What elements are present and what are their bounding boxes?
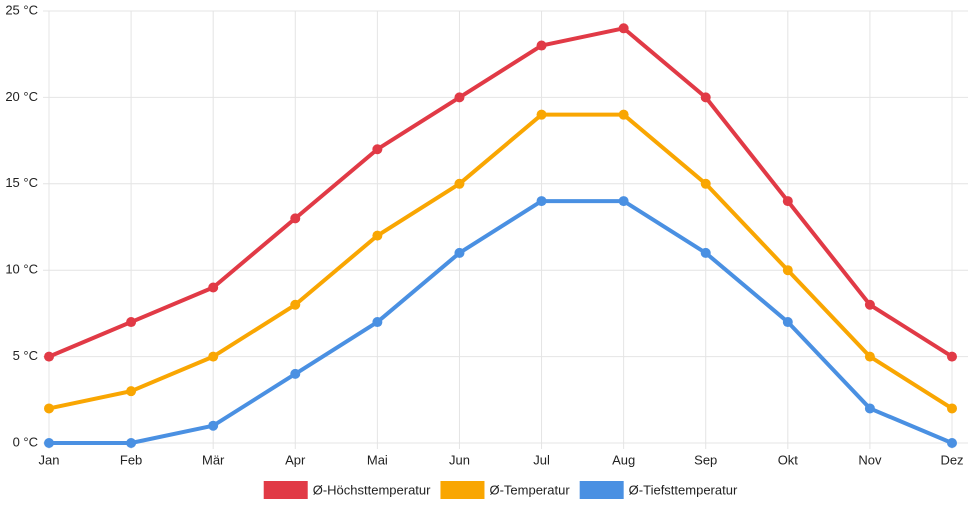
point [618,109,629,120]
point [782,317,793,328]
point [864,351,875,362]
point [290,213,301,224]
point [700,92,711,103]
y-tick-label: 25 °C [5,2,38,17]
point [126,317,137,328]
point [208,420,219,431]
x-tick-label: Feb [120,452,142,467]
point [290,299,301,310]
point [700,178,711,189]
legend-label: Ø-Tiefsttemperatur [629,482,738,497]
x-tick-label: Mär [202,452,225,467]
point [864,403,875,414]
x-tick-label: Jul [533,452,550,467]
y-tick-label: 5 °C [13,348,38,363]
point [290,368,301,379]
y-tick-label: 10 °C [5,262,38,277]
point [372,230,383,241]
legend-label: Ø-Höchsttemperatur [313,482,431,497]
point [208,351,219,362]
x-tick-label: Jan [39,452,60,467]
legend-label: Ø-Temperatur [489,482,570,497]
point [618,196,629,207]
x-tick-label: Mai [367,452,388,467]
point [208,282,219,293]
legend-swatch [263,481,308,499]
point [536,40,547,51]
y-tick-label: 15 °C [5,175,38,190]
point [782,265,793,276]
point [44,351,54,362]
point [126,386,137,397]
point [536,196,547,207]
x-tick-label: Okt [778,452,799,467]
point [454,92,465,103]
series-line [48,112,954,411]
point [618,23,629,34]
point [536,109,547,120]
legend: Ø-Höchsttemperatur Ø-Temperatur Ø-Tiefstte… [263,481,738,499]
x-tick-label: Dez [940,452,963,467]
x-tick-label: Sep [694,452,717,467]
point [700,247,711,258]
legend-swatch [579,481,624,499]
x-tick-label: Nov [858,452,882,467]
x-tick-label: Apr [285,452,306,467]
series-line [49,199,953,445]
point [44,438,54,448]
point [947,351,957,362]
x-tick-label: Jun [449,452,470,467]
point [454,247,465,258]
point [372,317,383,328]
legend-swatch [440,481,485,499]
point [782,196,793,207]
x-tick-label: Aug [612,452,635,467]
y-tick-label: 0 °C [13,434,38,449]
point [44,403,54,414]
point [372,144,383,155]
point [454,178,465,189]
series-line [48,26,954,359]
point [864,299,875,310]
point [126,438,137,448]
point [947,438,957,448]
point [947,403,957,414]
y-tick-label: 20 °C [5,89,38,104]
